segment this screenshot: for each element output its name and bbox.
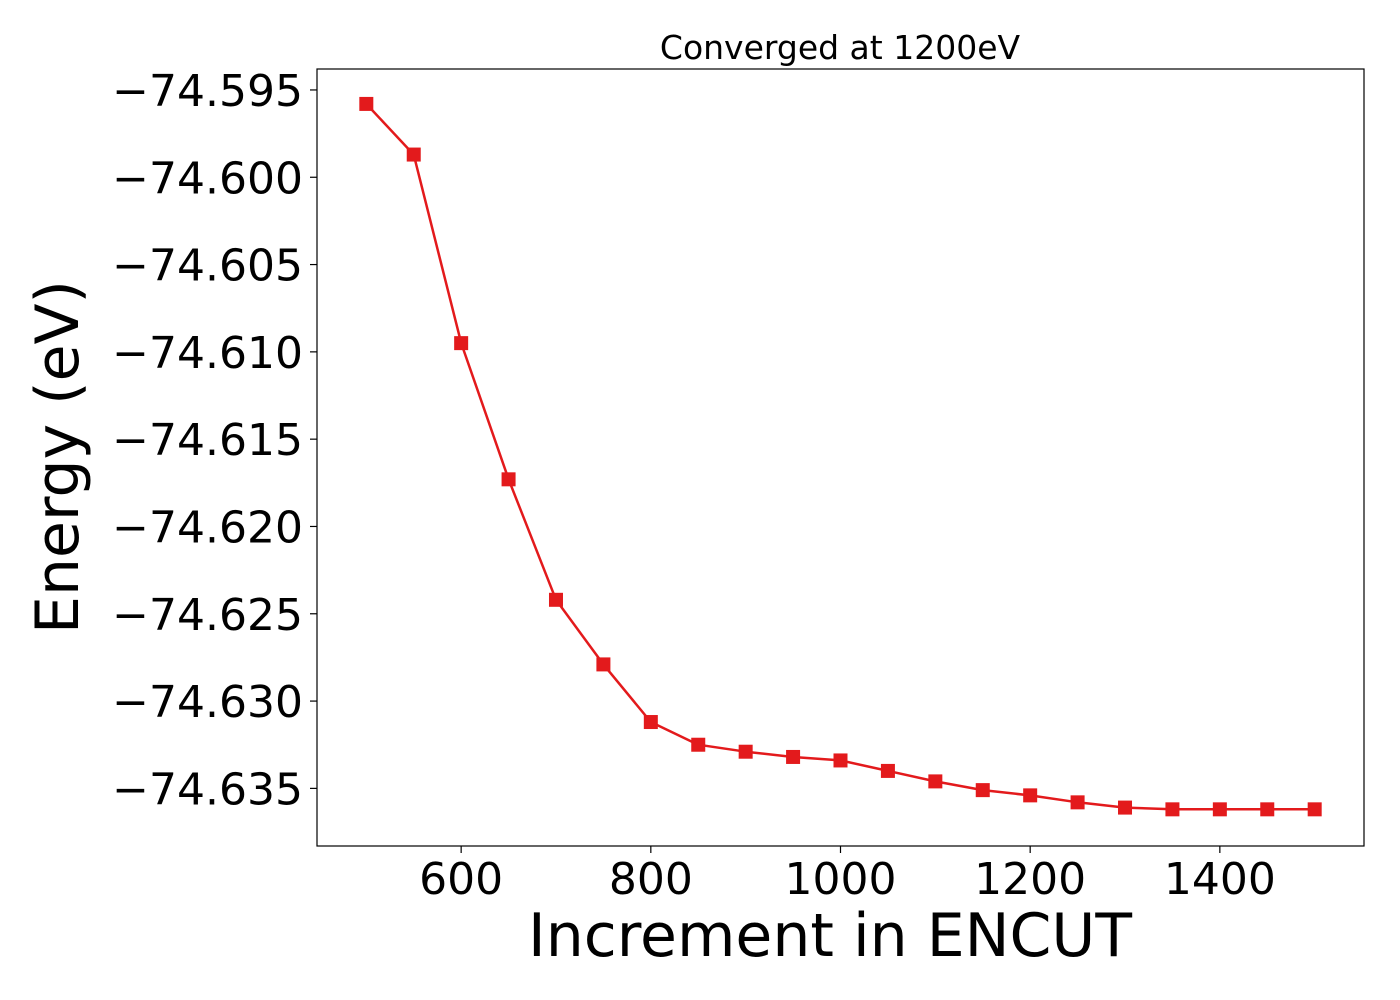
data-point	[1307, 802, 1322, 817]
data-point	[1212, 802, 1227, 817]
y-tick-label: −74.625	[112, 590, 303, 641]
plot-frame	[316, 68, 1365, 847]
data-point	[1118, 800, 1133, 815]
x-tick-label: 600	[419, 854, 503, 905]
plot-area: 600 800 1000 1200 1400 −74.595 −74.600 −74.605 −…	[112, 66, 1365, 905]
series-line	[365, 103, 1315, 811]
y-tick-label: −74.600	[112, 153, 303, 204]
y-tick-label: −74.595	[112, 66, 303, 117]
y-tick-label: −74.610	[112, 328, 303, 379]
data-point	[928, 774, 943, 789]
x-tick-label: 1200	[974, 854, 1086, 905]
y-tick-label: −74.615	[112, 415, 303, 466]
data-point	[501, 472, 516, 487]
x-tick-label: 1400	[1164, 854, 1276, 905]
data-point	[406, 147, 421, 162]
x-tick-label: 800	[609, 854, 693, 905]
data-point	[786, 749, 801, 764]
y-axis-title: Energy (eV)	[23, 280, 93, 634]
x-tick-label: 1000	[785, 854, 897, 905]
x-axis-title: Increment in ENCUT	[528, 901, 1132, 971]
y-tick-label: −74.635	[112, 764, 303, 815]
data-point	[1165, 802, 1180, 817]
data-point	[833, 753, 848, 768]
data-point	[359, 96, 374, 111]
data-point	[880, 763, 895, 778]
chart-title: Converged at 1200eV	[660, 28, 1021, 67]
data-point	[1070, 795, 1085, 810]
data-point	[1023, 788, 1038, 803]
data-point	[1260, 802, 1275, 817]
data-point	[596, 657, 611, 672]
data-point	[548, 592, 563, 607]
data-point	[643, 715, 658, 730]
data-point	[975, 783, 990, 798]
data-point	[738, 744, 753, 759]
y-tick-label: −74.620	[112, 502, 303, 553]
y-tick-label: −74.605	[112, 241, 303, 292]
data-point	[691, 737, 706, 752]
y-tick-label: −74.630	[112, 677, 303, 728]
data-point	[454, 336, 469, 351]
